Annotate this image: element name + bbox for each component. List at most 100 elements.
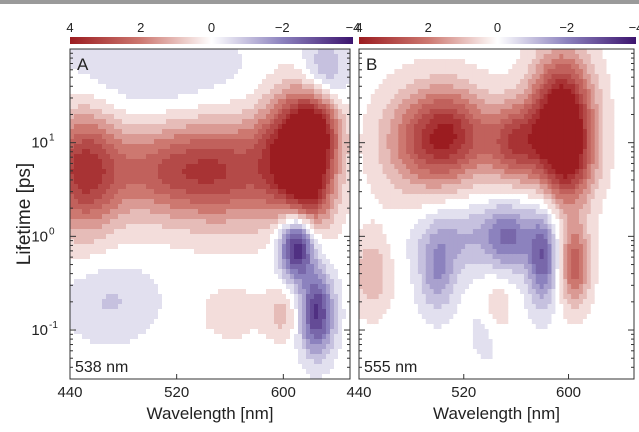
heatmap-cell <box>254 194 259 200</box>
heatmap-cell <box>142 294 147 300</box>
heatmap-cell <box>178 249 183 255</box>
heatmap-cell <box>134 239 139 245</box>
heatmap-cell <box>254 259 259 265</box>
heatmap-cell <box>218 344 223 350</box>
heatmap-cell <box>286 124 291 130</box>
heatmap-cell <box>182 329 187 335</box>
heatmap-cell <box>198 159 203 165</box>
heatmap-cell <box>158 109 163 115</box>
heatmap-cell <box>122 269 127 275</box>
heatmap-cell <box>138 74 143 80</box>
heatmap-cell <box>110 374 115 379</box>
heatmap-cell <box>286 74 291 80</box>
heatmap-cell <box>346 244 350 250</box>
heatmap-cell <box>238 79 243 85</box>
heatmap-cell <box>102 374 107 379</box>
heatmap-cell <box>266 309 271 315</box>
heatmap-cell <box>374 69 380 75</box>
heatmap-cell <box>150 269 155 275</box>
heatmap-cell <box>258 319 263 325</box>
heatmap-cell <box>342 299 347 305</box>
heatmap-cell <box>122 59 127 65</box>
heatmap-cell <box>86 69 91 75</box>
heatmap-cell <box>326 239 331 245</box>
heatmap-cell <box>214 169 219 175</box>
heatmap-cell <box>122 214 127 220</box>
heatmap-cell <box>362 149 368 155</box>
heatmap-cell <box>130 124 135 130</box>
heatmap-cell <box>322 154 327 160</box>
heatmap-cell <box>182 114 187 120</box>
heatmap-cell <box>310 69 315 75</box>
heatmap-cell <box>178 314 183 320</box>
heatmap-cell <box>342 339 347 345</box>
heatmap-cell <box>270 264 275 270</box>
heatmap-cell <box>218 304 223 310</box>
heatmap-cell <box>98 339 103 345</box>
heatmap-cell <box>70 99 75 105</box>
heatmap-cell <box>334 254 339 260</box>
heatmap-cell <box>74 184 79 190</box>
heatmap-cell <box>346 64 350 70</box>
heatmap-cell <box>238 64 243 70</box>
heatmap-cell <box>270 209 275 215</box>
heatmap-cell <box>334 184 339 190</box>
heatmap-cell <box>186 174 191 180</box>
heatmap-cell <box>278 49 283 55</box>
heatmap-cell <box>70 114 75 120</box>
heatmap-cell <box>154 214 159 220</box>
heatmap-cell <box>298 139 303 145</box>
heatmap-cell <box>322 369 327 375</box>
heatmap-cell <box>282 249 287 255</box>
heatmap-cell <box>238 134 243 140</box>
heatmap-cell <box>230 154 235 160</box>
heatmap-cell <box>234 254 239 260</box>
heatmap-cell <box>230 54 235 60</box>
heatmap-cell <box>306 249 311 255</box>
heatmap-cell <box>134 169 139 175</box>
heatmap-cell <box>246 314 251 320</box>
heatmap-cell <box>270 224 275 230</box>
heatmap-cell <box>98 229 103 235</box>
heatmap-cell <box>162 284 167 290</box>
heatmap-cell <box>162 249 167 255</box>
heatmap-cell <box>126 309 131 315</box>
heatmap-cell <box>162 254 167 260</box>
heatmap-cell <box>294 189 299 195</box>
heatmap-cell <box>86 329 91 335</box>
heatmap-cell <box>234 69 239 75</box>
heatmap-cell <box>322 304 327 310</box>
heatmap-cell <box>86 224 91 230</box>
heatmap-cell <box>70 109 75 115</box>
heatmap-cell <box>234 214 239 220</box>
heatmap-cell <box>190 214 195 220</box>
heatmap-cell <box>166 144 171 150</box>
heatmap-cell <box>370 64 376 70</box>
heatmap-cell <box>362 124 368 130</box>
heatmap-cell <box>366 104 372 110</box>
heatmap-cell <box>258 194 263 200</box>
heatmap-cell <box>282 214 287 220</box>
heatmap-cell <box>230 264 235 270</box>
heatmap-cell <box>222 324 227 330</box>
heatmap-cell <box>122 304 127 310</box>
heatmap-cell <box>118 229 123 235</box>
heatmap-cell <box>254 229 259 235</box>
heatmap-cell <box>302 309 307 315</box>
heatmap-cell <box>290 104 295 110</box>
heatmap-cell <box>194 59 199 65</box>
heatmap-cell <box>334 359 339 365</box>
heatmap-cell <box>218 74 223 80</box>
heatmap-cell <box>118 139 123 145</box>
heatmap-cell <box>326 249 331 255</box>
heatmap-cell <box>238 274 243 280</box>
heatmap-cell <box>154 339 159 345</box>
heatmap-cell <box>326 59 331 65</box>
heatmap-cell <box>234 84 239 90</box>
heatmap-cell <box>274 94 279 100</box>
heatmap-cell <box>134 94 139 100</box>
heatmap-cell <box>182 264 187 270</box>
heatmap-cell <box>170 124 175 130</box>
heatmap-cell <box>362 184 368 190</box>
heatmap-cell <box>194 264 199 270</box>
